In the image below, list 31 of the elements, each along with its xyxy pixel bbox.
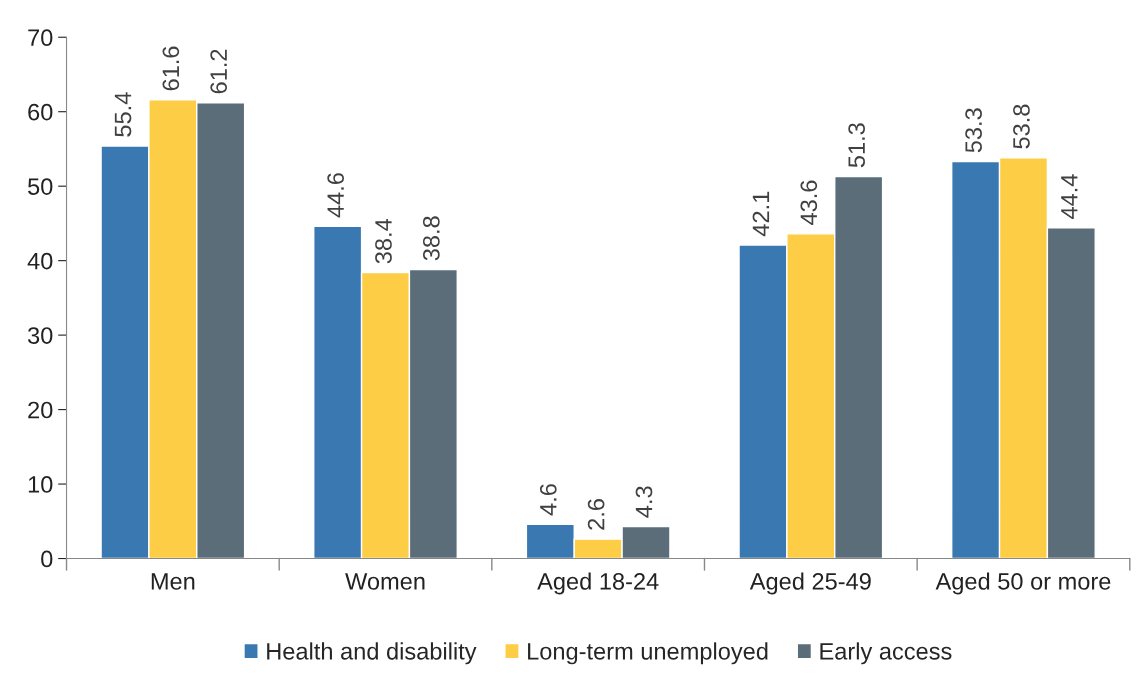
y-tick-label: 30 xyxy=(27,327,53,344)
data-label: 61.6 xyxy=(162,46,180,91)
data-label: 38.4 xyxy=(375,218,392,264)
y-tick-label: 60 xyxy=(28,103,53,121)
x-tick-label: Aged 25-49 xyxy=(749,572,871,595)
legend-label: Long-term unemployed xyxy=(528,642,768,665)
x-tick-label: Women xyxy=(345,573,425,590)
data-label: 55.4 xyxy=(114,92,132,137)
x-tick-label: Men xyxy=(151,573,195,590)
y-tick-label: 40 xyxy=(27,252,53,270)
data-label: 4.6 xyxy=(539,484,557,516)
data-label: 53.3 xyxy=(965,108,982,153)
x-tick-label: Aged 18-24 xyxy=(537,572,659,595)
legend-label: Health and disability xyxy=(267,642,477,665)
legend-label: Early access xyxy=(820,642,952,665)
data-label: 44.6 xyxy=(327,173,344,218)
data-label: 2.6 xyxy=(587,499,605,530)
y-tick-label: 20 xyxy=(28,401,53,419)
data-label: 61.2 xyxy=(210,49,228,94)
x-tick-label: Aged 50 or more xyxy=(935,572,1111,595)
data-label: 38.8 xyxy=(422,216,440,261)
data-label: 53.8 xyxy=(1013,104,1030,149)
data-label: 42.1 xyxy=(752,191,770,237)
y-tick-label: 50 xyxy=(28,178,53,195)
data-label: 43.6 xyxy=(800,180,818,225)
y-tick-label: 70 xyxy=(28,29,53,47)
data-label: 51.3 xyxy=(848,123,865,168)
data-label: 44.4 xyxy=(1061,174,1078,219)
data-label: 4.3 xyxy=(635,486,653,518)
y-tick-label: 0 xyxy=(41,550,53,568)
y-tick-label: 10 xyxy=(28,476,53,493)
